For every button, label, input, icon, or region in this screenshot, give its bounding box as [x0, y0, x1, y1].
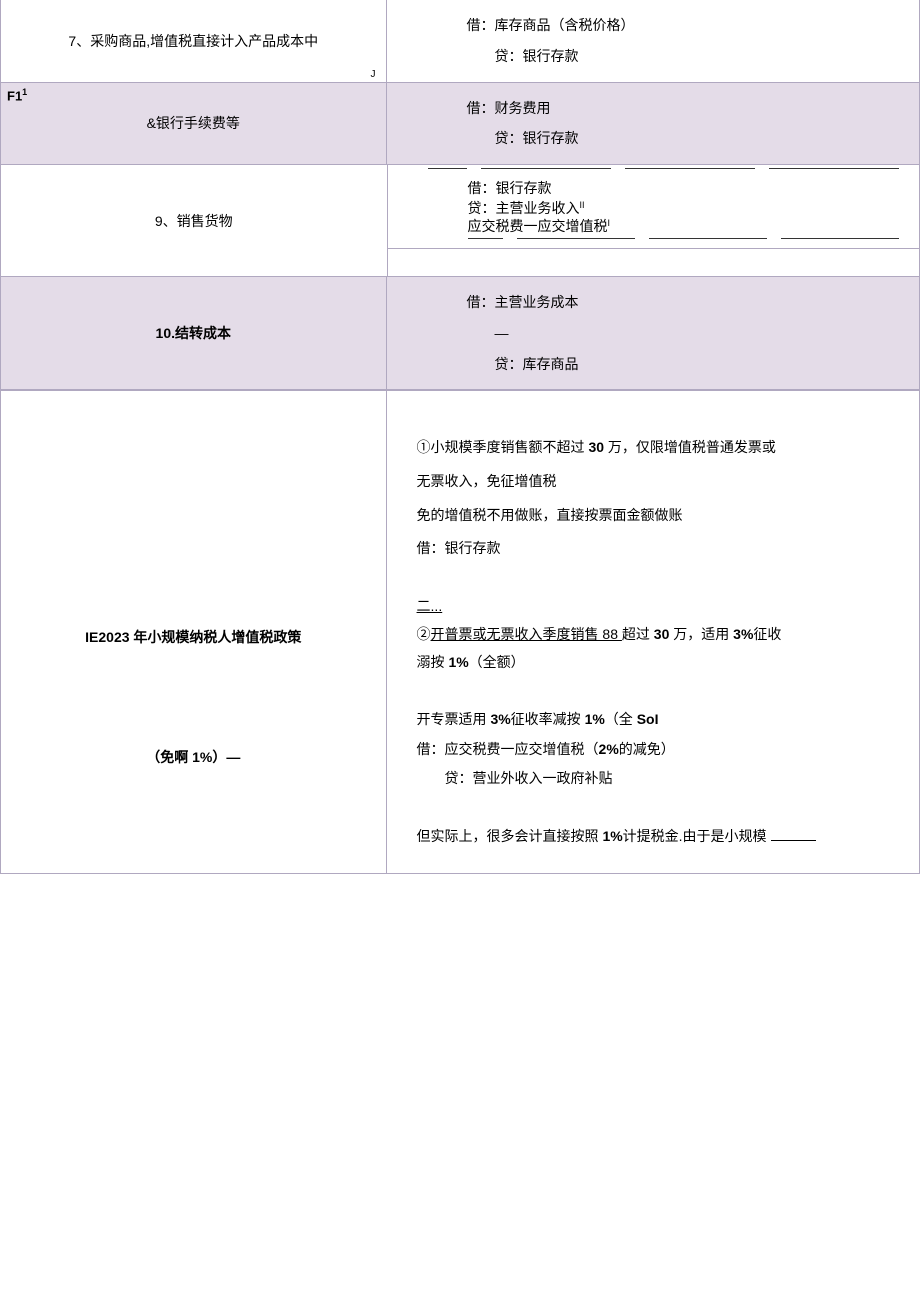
row-9-right: 借：银行存款 贷：主营业务收入II 应交税费一应交增值税I [387, 165, 919, 276]
row-7-j: J [0, 69, 376, 80]
row-10-title: 10.结转成本 [156, 323, 231, 343]
row-7-left: 7、采购商品,增值税直接计入产品成本中 J [1, 0, 387, 82]
row-9-dashes-bot [468, 235, 899, 242]
row-10-right: 借：主营业务成本 — 贷：库存商品 [387, 277, 919, 389]
row-8-right: 借：财务费用 贷：银行存款 [387, 83, 919, 165]
row-10-debit: 借：主营业务成本 [467, 287, 899, 318]
row-9: 9、销售货物 借：银行存款 贷：主营业务收入II 应交税费一应交增值税I [1, 165, 919, 276]
row-policy: IE2023 年小规模纳税人增值税政策 （免啊 1%）— ①小规模季度销售额不超… [1, 390, 919, 873]
policy-p4: 借：银行存款 [417, 532, 899, 566]
policy-subtitle: （免啊 1%）— [146, 747, 240, 767]
row-10-dash: — [467, 318, 899, 349]
policy-p9: 贷：营业外收入一政府补贴 [417, 762, 899, 796]
policy-left: IE2023 年小规模纳税人增值税政策 （免啊 1%）— [1, 391, 387, 873]
row-9-title: 9、销售货物 [155, 211, 233, 231]
row-7: 7、采购商品,增值税直接计入产品成本中 J 借：库存商品（含税价格） 贷：银行存… [1, 0, 919, 83]
policy-p1: ①小规模季度销售额不超过 30 万，仅限增值税普通发票或 [417, 431, 899, 465]
row-8-f1: F11 [7, 87, 27, 103]
row-10-credit: 贷：库存商品 [467, 349, 899, 380]
row-10-left: 10.结转成本 [1, 277, 387, 389]
policy-spacer2 [417, 679, 899, 703]
row-9-debit: 借：银行存款 [468, 178, 899, 198]
row-8-credit: 贷：银行存款 [467, 123, 899, 154]
row-9-left: 9、销售货物 [1, 165, 387, 276]
row-9-credit1: 贷：主营业务收入II [468, 198, 899, 218]
trailing-underline [771, 840, 816, 841]
row-7-title: 7、采购商品,增值税直接计入产品成本中 [68, 31, 318, 51]
document-table: 7、采购商品,增值税直接计入产品成本中 J 借：库存商品（含税价格） 贷：银行存… [0, 0, 920, 874]
policy-dots: 二... [417, 590, 899, 624]
policy-p5: ②开普票或无票收入季度销售 88 超过 30 万，适用 3%征收 [417, 623, 899, 645]
row-10: 10.结转成本 借：主营业务成本 — 贷：库存商品 [1, 276, 919, 390]
policy-p7: 开专票适用 3%征收率减按 1%（全 SoI [417, 703, 899, 737]
row-7-right: 借：库存商品（含税价格） 贷：银行存款 [387, 0, 919, 82]
row-9-content: 借：银行存款 贷：主营业务收入II 应交税费一应交增值税I [387, 172, 919, 248]
policy-spacer1 [417, 566, 899, 590]
row-8-debit: 借：财务费用 [467, 93, 899, 124]
policy-p10: 但实际上，很多会计直接按照 1%计提税金.由于是小规模 [417, 820, 899, 854]
policy-p3: 免的增值税不用做账，直接按票面金额做账 [417, 499, 899, 533]
row-7-credit: 贷：银行存款 [467, 41, 899, 72]
row-7-debit: 借：库存商品（含税价格） [467, 10, 899, 41]
row-8-title: &银行手续费等 [147, 113, 240, 133]
row-9-empty [387, 248, 919, 276]
policy-right: ①小规模季度销售额不超过 30 万，仅限增值税普通发票或 无票收入，免征增值税 … [387, 391, 919, 873]
policy-spacer3 [417, 796, 899, 820]
row-8-left: F11 &银行手续费等 [1, 83, 387, 165]
policy-p8: 借：应交税费一应交增值税（2%的减免） [417, 737, 899, 762]
policy-p6: 溺按 1%（全额） [417, 646, 899, 680]
row-9-dashes-top [387, 165, 919, 172]
row-9-credit2: 应交税费一应交增值税I [468, 218, 899, 235]
policy-p2: 无票收入，免征增值税 [417, 465, 899, 499]
policy-title: IE2023 年小规模纳税人增值税政策 [85, 627, 301, 647]
row-8: F11 &银行手续费等 借：财务费用 贷：银行存款 [1, 83, 919, 166]
